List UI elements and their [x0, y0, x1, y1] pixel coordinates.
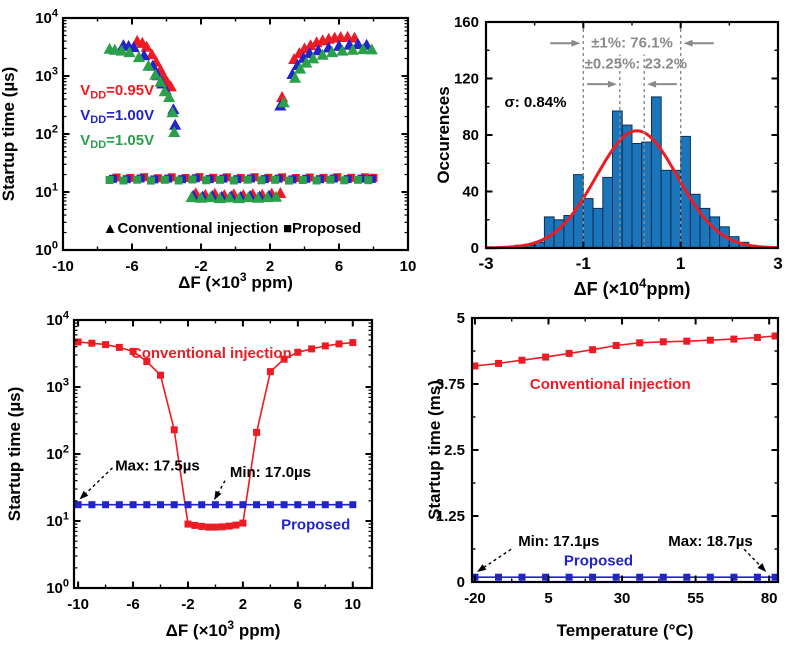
startup-vs-df-line-y-tick-1e2: 102 — [46, 444, 69, 463]
startup-vs-temperature-x-tick-55: 55 — [687, 590, 704, 607]
startup-vs-df-scatter-x-tick--2: -2 — [194, 258, 207, 275]
frequency-error-histogram-x-tick-3: 3 — [773, 254, 782, 273]
startup-vs-df-line-label-conventional-injection: Conventional injection — [131, 345, 292, 362]
startup-vs-df-scatter-x-tick-10: 10 — [400, 258, 417, 275]
startup-vs-df-line-x-tick--10: -10 — [67, 596, 89, 613]
chart-startup-vs-df-scatter: -10 -6 -2 2 6 10 100 101 102 103 104 ΔF (×103 ppm) S… — [0, 8, 416, 292]
frequency-error-histogram-y-tick-160: 160 — [454, 14, 479, 31]
startup-vs-df-line-x-tick-10: 10 — [344, 596, 361, 613]
startup-vs-df-line-label-proposed: Proposed — [281, 516, 350, 533]
startup-vs-temperature-y-tick-5: 5 — [457, 310, 465, 327]
startup-vs-df-scatter-legend-proposed: ■Proposed — [283, 220, 361, 237]
startup-vs-df-line-annotation-max: Max: 17.5µs — [115, 457, 200, 474]
startup-vs-df-scatter-x-tick-6: 6 — [335, 258, 343, 275]
startup-vs-df-scatter-legend-vdd-0v95: VDD=0.95V — [80, 82, 154, 101]
startup-vs-df-line-x-axis-label: ΔF (×103 ppm) — [166, 618, 281, 640]
startup-vs-df-line-y-tick-1e4: 104 — [46, 310, 70, 329]
startup-vs-temperature-series-proposed — [471, 573, 779, 581]
startup-vs-df-scatter-series-prop-vdd-1v05 — [105, 175, 373, 185]
startup-vs-df-scatter-axis-ticks — [62, 17, 409, 251]
frequency-error-histogram-annotation-pm025pct: ±0.25%: 23.2% — [585, 56, 687, 73]
chart-frequency-error-histogram: -3 -1 1 3 0 40 80 120 160 ΔF (×104ppm) Occurences ±… — [434, 14, 783, 299]
chart-startup-vs-temperature: -20 5 30 55 80 0 1.25 2.5 3.75 5 Temperature (°C) S… — [425, 310, 780, 640]
startup-vs-temperature-y-tick-0: 0 — [457, 574, 465, 591]
startup-vs-df-scatter-x-tick--10: -10 — [52, 258, 74, 275]
startup-vs-temperature-x-tick-30: 30 — [614, 590, 631, 607]
startup-vs-temperature-x-tick-80: 80 — [761, 590, 778, 607]
startup-vs-df-scatter-y-axis-label: Startup time (µs) — [0, 67, 18, 201]
startup-vs-temperature-annotation-min: Min: 17.1µs — [518, 533, 599, 550]
startup-vs-temperature-y-tick-1.25: 1.25 — [436, 508, 465, 525]
startup-vs-df-line-series-proposed — [74, 501, 357, 509]
startup-vs-df-scatter-x-tick-2: 2 — [266, 258, 274, 275]
startup-vs-df-line-y-tick-1e3: 103 — [46, 377, 69, 396]
startup-vs-df-line-x-tick--2: -2 — [181, 596, 194, 613]
chart-startup-vs-df-line: -10 -6 -2 2 6 10 100 101 102 103 104 ΔF (×103 ppm) S… — [5, 310, 374, 640]
frequency-error-histogram-y-axis-label: Occurences — [434, 86, 453, 183]
startup-vs-df-scatter-y-tick-1e0: 100 — [35, 240, 58, 259]
startup-vs-df-scatter-y-tick-1e4: 104 — [35, 8, 59, 27]
startup-vs-df-line-y-axis-label: Startup time (µs) — [5, 387, 24, 521]
frequency-error-histogram-y-tick-80: 80 — [462, 127, 479, 144]
startup-vs-df-scatter-legend-conventional-injection: ▲Conventional injection — [103, 220, 279, 237]
startup-vs-df-scatter-x-tick--6: -6 — [125, 258, 138, 275]
frequency-error-histogram-x-tick-1: 1 — [676, 254, 685, 273]
startup-vs-temperature-label-proposed: Proposed — [564, 553, 633, 570]
startup-vs-temperature-annotation-max: Max: 18.7µs — [668, 533, 753, 550]
startup-vs-df-line-series-conventional-injection — [74, 338, 357, 531]
startup-vs-temperature-x-tick--20: -20 — [464, 590, 486, 607]
startup-vs-df-line-y-tick-1e0: 100 — [46, 578, 69, 597]
startup-vs-df-scatter-y-tick-1e3: 103 — [35, 66, 58, 85]
startup-vs-df-scatter-legend-vdd-1v00: VDD=1.00V — [80, 107, 154, 126]
frequency-error-histogram-histogram-bars — [505, 96, 759, 249]
frequency-error-histogram-y-tick-40: 40 — [462, 184, 479, 201]
startup-vs-df-line-annotation-min: Min: 17.0µs — [230, 464, 311, 481]
frequency-error-histogram-axis-ticks — [485, 21, 779, 249]
startup-vs-df-line-axis-ticks — [74, 319, 372, 589]
frequency-error-histogram-y-tick-0: 0 — [471, 240, 479, 257]
startup-vs-df-scatter-series-conv-vdd-1v05 — [103, 42, 378, 204]
startup-vs-temperature-label-conventional-injection: Conventional injection — [530, 376, 691, 393]
startup-vs-df-scatter-y-tick-1e1: 101 — [35, 182, 58, 201]
startup-vs-df-line-y-tick-1e1: 101 — [46, 511, 69, 530]
startup-vs-df-line-x-tick--6: -6 — [126, 596, 139, 613]
startup-vs-temperature-axis-ticks — [472, 317, 778, 583]
startup-vs-df-line-x-tick-2: 2 — [239, 596, 247, 613]
startup-vs-temperature-y-tick-2.5: 2.5 — [444, 442, 465, 459]
frequency-error-histogram-x-axis-label: ΔF (×104ppm) — [574, 275, 691, 299]
startup-vs-temperature-x-axis-label: Temperature (°C) — [557, 621, 694, 640]
frequency-error-histogram-x-tick--1: -1 — [576, 254, 591, 273]
frequency-error-histogram-y-tick-120: 120 — [454, 71, 479, 88]
startup-vs-temperature-y-tick-3.75: 3.75 — [436, 376, 465, 393]
frequency-error-histogram-x-tick--3: -3 — [478, 254, 493, 273]
startup-vs-temperature-x-tick-5: 5 — [544, 590, 552, 607]
startup-vs-df-line-x-tick-6: 6 — [294, 596, 302, 613]
startup-vs-df-scatter-x-axis-label: ΔF (×103 ppm) — [178, 270, 293, 292]
startup-vs-temperature-y-axis-label: Startup time (ms) — [425, 380, 444, 520]
frequency-error-histogram-gaussian-fit-curve — [485, 129, 779, 250]
frequency-error-histogram-annotation-pm1pct: ±1%: 76.1% — [591, 34, 673, 51]
frequency-error-histogram-annotation-sigma: σ: 0.84% — [504, 94, 566, 111]
startup-vs-temperature-series-conventional-injection — [471, 332, 779, 370]
startup-vs-df-scatter-y-tick-1e2: 102 — [35, 124, 58, 143]
startup-vs-df-scatter-legend-vdd-1v05: VDD=1.05V — [80, 132, 154, 151]
